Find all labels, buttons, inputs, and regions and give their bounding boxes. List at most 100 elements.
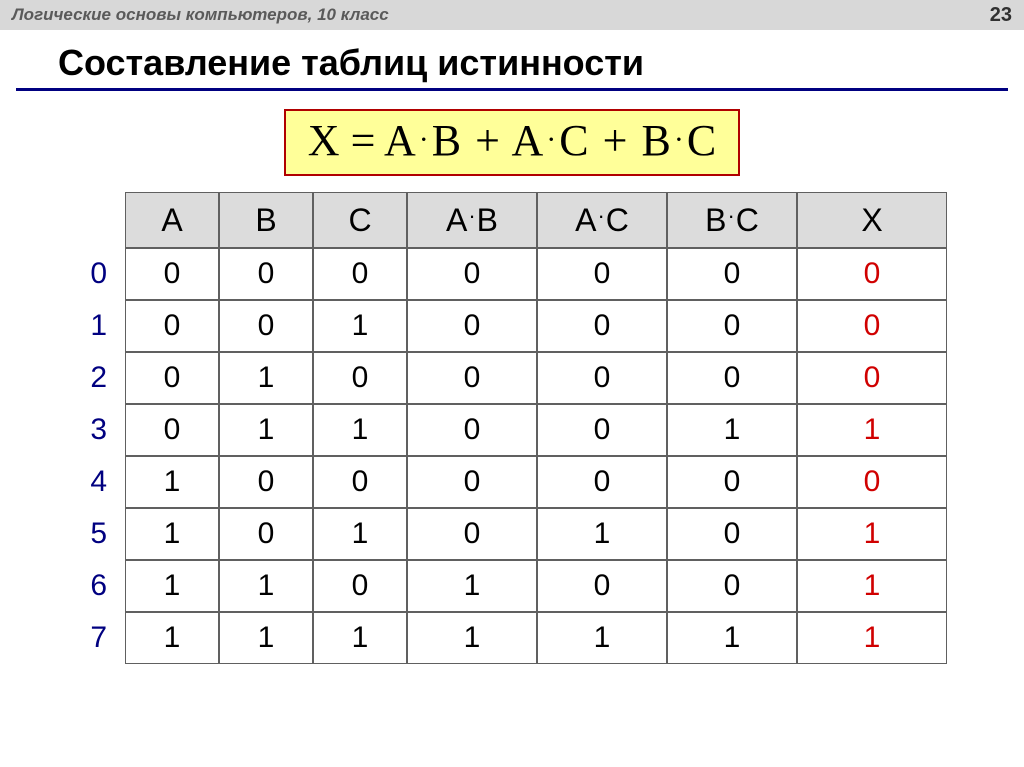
cell: 0 xyxy=(407,248,537,300)
subject-label: Логические основы компьютеров, 10 класс xyxy=(12,5,389,25)
cell: 1 xyxy=(125,612,219,664)
formula-box: X = A·B + A·C + B·C xyxy=(0,109,1024,176)
col-A: A xyxy=(125,192,219,248)
header-bar: Логические основы компьютеров, 10 класс … xyxy=(0,0,1024,30)
table-row: 61101001 xyxy=(77,560,947,612)
cell: 1 xyxy=(313,300,407,352)
cell: 0 xyxy=(313,456,407,508)
row-number: 7 xyxy=(77,621,125,655)
formula-t5: C xyxy=(687,116,716,165)
cell: 0 xyxy=(537,248,667,300)
cell: 0 xyxy=(125,352,219,404)
dot-icon: · xyxy=(726,203,735,229)
table-row: 51010101 xyxy=(77,508,947,560)
cell: 1 xyxy=(407,560,537,612)
cell: 1 xyxy=(125,560,219,612)
cell: 0 xyxy=(125,404,219,456)
cell: 1 xyxy=(219,404,313,456)
table-header-row: A B C A·B A·C B·C X xyxy=(77,192,947,248)
plus-icon: + xyxy=(600,116,631,165)
cell: 0 xyxy=(219,300,313,352)
formula-t2: A xyxy=(512,116,544,165)
cell: 1 xyxy=(537,612,667,664)
cell: 0 xyxy=(797,248,947,300)
cell: 0 xyxy=(797,300,947,352)
row-number: 3 xyxy=(77,413,125,447)
cell: 1 xyxy=(125,508,219,560)
cell: 1 xyxy=(219,352,313,404)
cell: 0 xyxy=(313,352,407,404)
table-row: 30110011 xyxy=(77,404,947,456)
cell: 0 xyxy=(407,300,537,352)
table-row: 00000000 xyxy=(77,248,947,300)
cell: 0 xyxy=(125,248,219,300)
truth-table: A B C A·B A·C B·C X 00000000100100002010… xyxy=(0,192,1024,664)
cell: 0 xyxy=(797,456,947,508)
row-number: 4 xyxy=(77,465,125,499)
page-number: 23 xyxy=(990,4,1012,27)
formula-t3: C xyxy=(559,116,588,165)
cell: 0 xyxy=(667,456,797,508)
cell: 0 xyxy=(407,404,537,456)
table-row: 20100000 xyxy=(77,352,947,404)
table-body: 0000000010010000201000003011001141000000… xyxy=(77,248,947,664)
cell: 0 xyxy=(537,456,667,508)
col-X: X xyxy=(797,192,947,248)
formula-t4: B xyxy=(641,116,670,165)
cell: 0 xyxy=(537,300,667,352)
cell: 1 xyxy=(219,612,313,664)
dot-icon: · xyxy=(543,123,559,156)
cell: 0 xyxy=(537,560,667,612)
cell: 1 xyxy=(407,612,537,664)
dot-icon: · xyxy=(416,123,432,156)
cell: 1 xyxy=(797,612,947,664)
plus-icon: + xyxy=(472,116,503,165)
col-AC: A·C xyxy=(537,192,667,248)
formula-t1: B xyxy=(432,116,461,165)
cell: 0 xyxy=(219,248,313,300)
cell: 0 xyxy=(313,248,407,300)
row-number: 2 xyxy=(77,361,125,395)
cell: 0 xyxy=(313,560,407,612)
cell: 1 xyxy=(313,508,407,560)
cell: 0 xyxy=(667,560,797,612)
cell: 1 xyxy=(313,404,407,456)
cell: 1 xyxy=(219,560,313,612)
cell: 1 xyxy=(797,508,947,560)
dot-icon: · xyxy=(596,203,605,229)
col-BC: B·C xyxy=(667,192,797,248)
cell: 0 xyxy=(407,456,537,508)
cell: 1 xyxy=(667,612,797,664)
cell: 0 xyxy=(667,352,797,404)
row-number: 5 xyxy=(77,517,125,551)
dot-icon: · xyxy=(467,203,476,229)
row-number: 6 xyxy=(77,569,125,603)
cell: 0 xyxy=(219,508,313,560)
row-number: 0 xyxy=(77,257,125,291)
formula-eq: = xyxy=(351,116,376,165)
formula-lhs: X xyxy=(308,116,340,165)
dot-icon: · xyxy=(671,123,687,156)
table-row: 10010000 xyxy=(77,300,947,352)
cell: 0 xyxy=(219,456,313,508)
cell: 0 xyxy=(667,508,797,560)
cell: 0 xyxy=(537,404,667,456)
cell: 1 xyxy=(667,404,797,456)
cell: 0 xyxy=(667,248,797,300)
formula: X = A·B + A·C + B·C xyxy=(284,109,740,176)
table-row: 41000000 xyxy=(77,456,947,508)
cell: 0 xyxy=(407,352,537,404)
col-C: C xyxy=(313,192,407,248)
row-number: 1 xyxy=(77,309,125,343)
col-AB: A·B xyxy=(407,192,537,248)
cell: 1 xyxy=(797,560,947,612)
formula-t0: A xyxy=(384,116,416,165)
page-title: Составление таблиц истинности xyxy=(16,30,1008,91)
cell: 0 xyxy=(797,352,947,404)
table-row: 71111111 xyxy=(77,612,947,664)
cell: 0 xyxy=(667,300,797,352)
cell: 1 xyxy=(537,508,667,560)
cell: 1 xyxy=(125,456,219,508)
cell: 1 xyxy=(313,612,407,664)
cell: 1 xyxy=(797,404,947,456)
